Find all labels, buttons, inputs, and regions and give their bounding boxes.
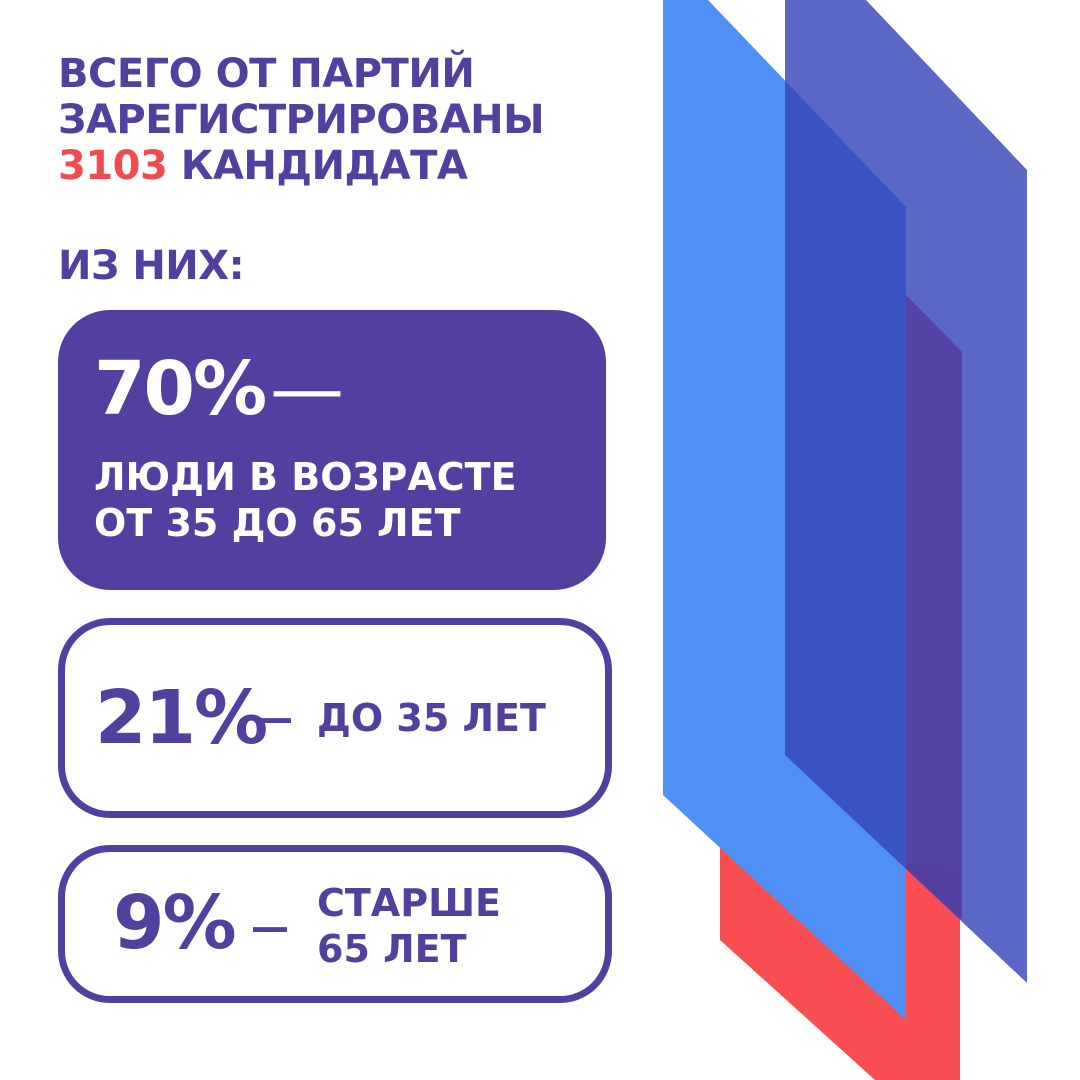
percent: 9%: [113, 880, 237, 966]
purple-overlap: [906, 295, 962, 920]
card-text: ЛЮДИ В ВОЗРАСТЕ: [94, 455, 517, 499]
dash: —: [255, 696, 293, 740]
dash: —: [270, 346, 344, 432]
card-text: ДО 35 ЛЕТ: [317, 696, 546, 740]
card: 21% — ДО 35 ЛЕТ: [58, 618, 612, 818]
total-number: 3103: [58, 143, 168, 189]
title-rest: КАНДИДАТА: [180, 143, 468, 189]
card: 70% — ЛЮДИ В ВОЗРАСТЕ ОТ 35 ДО 65 ЛЕТ: [58, 310, 606, 590]
title-line: ВСЕГО ОТ ПАРТИЙ: [58, 51, 475, 97]
title-line: 3103 КАНДИДАТА: [58, 142, 468, 190]
card-text: СТАРШЕ: [317, 881, 501, 925]
percent: 21%: [95, 675, 268, 761]
dash: —: [251, 905, 289, 949]
title-line: ЗАРЕГИСТРИРОВАНЫ: [58, 97, 545, 143]
card-text: ОТ 35 ДО 65 ЛЕТ: [94, 501, 461, 545]
percent: 70%: [94, 346, 267, 432]
card-text: 65 ЛЕТ: [317, 927, 467, 971]
subheader: ИЗ НИХ:: [58, 243, 245, 289]
card: 9% — СТАРШЕ 65 ЛЕТ: [58, 845, 612, 1003]
